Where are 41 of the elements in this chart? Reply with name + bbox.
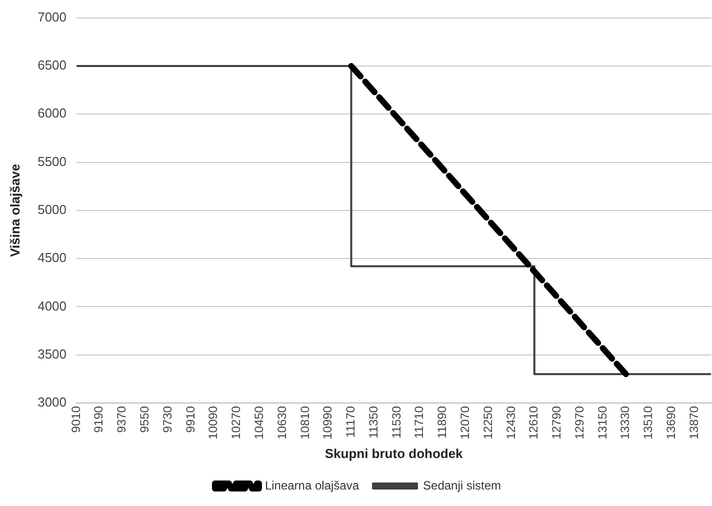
x-tick-label: 11170 <box>344 406 358 438</box>
x-tick-label: 10090 <box>206 406 220 440</box>
y-tick-label: 6000 <box>38 106 67 121</box>
y-tick-label: 3000 <box>38 394 67 410</box>
legend-label: Linearna olajšava <box>264 478 360 492</box>
y-tick-label: 4500 <box>38 250 67 266</box>
y-tick-label: 3500 <box>38 346 67 362</box>
x-tick-label: 13870 <box>686 406 701 440</box>
x-tick-label: 11530 <box>389 406 404 439</box>
x-tick-label: 9550 <box>138 406 152 433</box>
y-tick-label: 5000 <box>38 202 67 217</box>
x-tick-label: 10450 <box>252 406 266 440</box>
y-tick-label: 5500 <box>38 154 67 169</box>
x-tick-label: 9010 <box>68 406 83 433</box>
y-tick-label: 4000 <box>38 298 67 314</box>
y-axis-title: Višina olajšave <box>7 164 22 257</box>
x-tick-label: 12250 <box>480 406 495 440</box>
x-tick-label: 11350 <box>366 406 380 439</box>
y-tick-label: 6500 <box>38 58 67 73</box>
x-tick-label: 10990 <box>320 406 335 440</box>
x-tick-label: 10270 <box>229 406 244 440</box>
x-tick-label: 9190 <box>92 406 106 433</box>
x-tick-label: 11710 <box>412 406 426 439</box>
x-tick-label: 13330 <box>618 406 632 440</box>
y-tick-label: 7000 <box>38 9 67 24</box>
x-tick-label: 12610 <box>526 406 541 440</box>
x-tick-label: 13690 <box>664 406 678 440</box>
x-tick-label: 12430 <box>504 406 518 440</box>
x-tick-label: 12970 <box>572 406 586 440</box>
x-tick-label: 13510 <box>641 406 656 440</box>
x-tick-label: 12070 <box>458 406 472 440</box>
x-tick-label: 10630 <box>274 406 289 440</box>
legend-label: Sedanji sistem <box>423 478 502 492</box>
x-tick-label: 12790 <box>550 406 564 440</box>
x-tick-label: 13150 <box>595 406 610 440</box>
x-axis-title: Skupni bruto dohodek <box>324 446 464 461</box>
x-tick-label: 10810 <box>298 406 312 440</box>
x-tick-label: 11890 <box>435 406 450 439</box>
x-tick-label: 9370 <box>114 406 129 433</box>
x-tick-label: 9730 <box>160 406 174 433</box>
x-tick-label: 9910 <box>183 406 198 433</box>
